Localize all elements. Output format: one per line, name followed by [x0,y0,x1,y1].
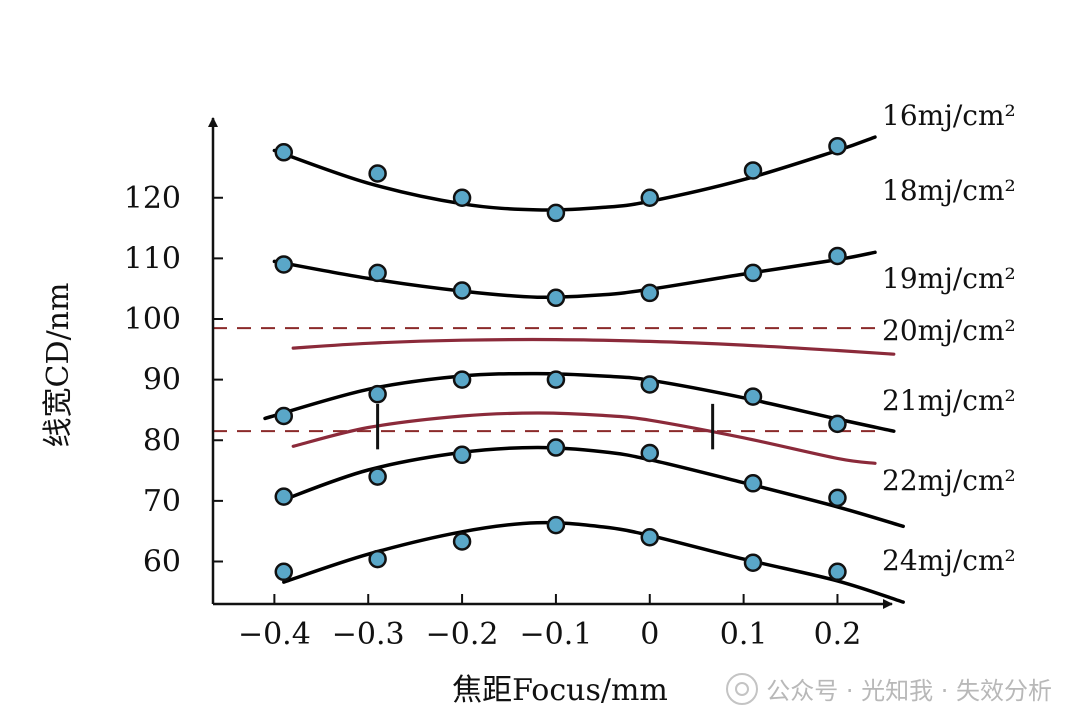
y-tick-label: 70 [143,484,181,519]
data-point [640,188,660,207]
data-point [828,562,847,582]
fit-curves [263,135,905,604]
curve-5 [291,411,877,465]
series-label-1: 16mj/cm² [882,99,1016,132]
data-point [274,487,294,506]
data-point [546,515,566,535]
series-label-4: 20mj/cm² [882,314,1016,347]
x-tick-label: −0.2 [426,617,499,652]
y-tick-label: 110 [124,241,181,276]
tick-labels: 60 70 80 90 100 110 120 −0.4 −0.3 −0.2 −0.1 0 0.1 0.2 [124,181,862,652]
data-point [828,246,847,266]
data-point [368,164,387,183]
x-tick-label: −0.3 [332,617,405,652]
data-point [640,443,660,463]
y-axis-title: 线宽CD/nm [41,283,76,448]
watermark-text: 公众号 · 光知我 · 失效分析 [766,677,1052,705]
series-label-6: 22mj/cm² [882,464,1016,497]
curve-7 [282,520,905,604]
data-point [452,370,472,389]
data-point [828,136,847,156]
watermark: 公众号 · 光知我 · 失效分析 [726,671,1052,706]
data-points [274,136,847,582]
curve-6 [282,445,905,529]
curve-1 [272,135,877,212]
x-tick-label: −0.4 [238,617,311,652]
reference-lines [213,327,878,433]
data-point [640,528,660,547]
data-point [368,467,387,486]
data-point [368,549,387,569]
data-point [546,438,566,457]
curve-2 [272,250,877,300]
data-point [743,161,763,180]
data-point [274,562,294,582]
y-tick-label: 100 [124,302,181,337]
data-point [828,488,847,508]
data-point [743,263,763,283]
x-tick-label: −0.1 [519,617,592,652]
data-point [546,288,566,308]
y-tick-label: 90 [143,363,181,398]
data-point [274,255,294,274]
data-point [452,188,472,207]
wechat-logo-icon [726,672,759,705]
data-point [640,375,660,394]
data-point [828,414,847,434]
data-point [743,553,763,572]
x-tick-label: 0.1 [720,617,768,652]
series-labels: 16mj/cm² 18mj/cm² 19mj/cm² 20mj/cm² 21mj/cm²… [882,99,1016,577]
data-point [743,474,763,493]
data-point [452,281,472,300]
curve-4 [263,371,896,433]
series-label-5: 21mj/cm² [882,384,1016,417]
data-point [743,387,763,406]
data-point [452,532,472,551]
data-point [640,283,660,303]
window-markers [376,403,715,450]
series-label-2: 18mj/cm² [882,174,1016,207]
data-point [274,143,294,162]
y-tick-label: 80 [143,423,181,458]
data-point [546,203,566,223]
x-axis-title: 焦距Focus/mm [452,673,668,708]
y-tick-label: 120 [124,181,181,216]
data-point [274,406,294,426]
axes [208,117,893,609]
x-tick-label: 0.2 [814,617,862,652]
x-tick-label: 0 [640,617,659,652]
data-point [452,445,472,465]
data-point [368,263,387,283]
data-point [368,384,387,404]
y-tick-label: 60 [143,545,181,580]
series-label-3: 19mj/cm² [882,262,1016,295]
series-label-7: 24mj/cm² [882,544,1016,577]
curve-3 [291,337,896,356]
data-point [546,370,566,389]
